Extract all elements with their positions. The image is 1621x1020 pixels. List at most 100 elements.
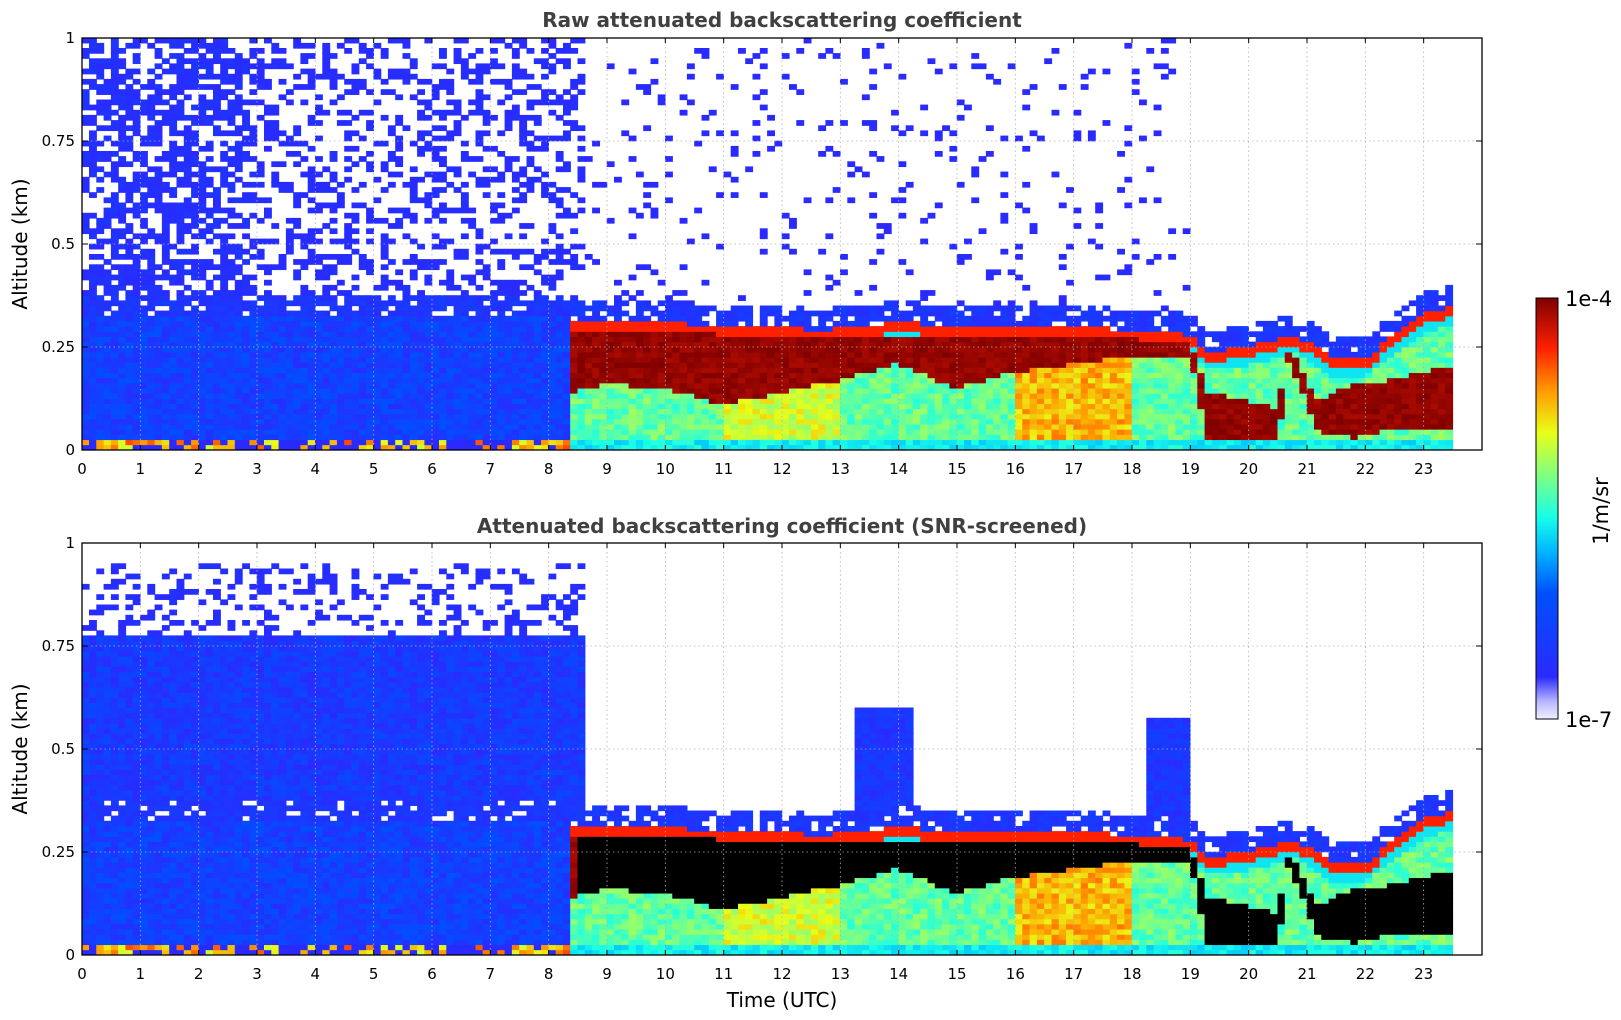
heatmap-cell bbox=[213, 125, 221, 132]
heatmap-cell bbox=[89, 42, 97, 49]
heatmap-cell bbox=[366, 439, 374, 446]
heatmap-cell bbox=[285, 315, 294, 322]
heatmap-cell bbox=[380, 53, 389, 59]
heatmap-cell bbox=[511, 331, 520, 338]
heatmap-cell bbox=[840, 398, 848, 404]
heatmap-cell bbox=[424, 331, 433, 338]
heatmap-cell bbox=[781, 398, 790, 404]
heatmap-cell bbox=[89, 408, 97, 415]
heatmap-cell bbox=[679, 331, 688, 338]
heatmap-cell bbox=[854, 326, 863, 332]
heatmap-cell bbox=[380, 114, 389, 121]
heatmap-cell bbox=[191, 181, 199, 188]
heatmap-cell bbox=[825, 120, 834, 126]
heatmap-cell bbox=[723, 372, 732, 379]
heatmap-cell bbox=[861, 377, 870, 384]
heatmap-cell bbox=[264, 429, 272, 435]
heatmap-cell bbox=[395, 423, 404, 430]
heatmap-cell bbox=[82, 228, 90, 235]
heatmap-cell bbox=[242, 279, 250, 286]
heatmap-cell bbox=[511, 300, 520, 307]
heatmap-cell bbox=[366, 393, 374, 399]
heatmap-cell bbox=[242, 362, 250, 368]
heatmap-cell bbox=[278, 434, 287, 441]
heatmap-cell bbox=[708, 367, 717, 374]
heatmap-cell bbox=[570, 212, 579, 219]
heatmap-cell bbox=[132, 264, 141, 271]
heatmap-cell bbox=[905, 315, 914, 322]
heatmap-cell bbox=[118, 341, 127, 348]
heatmap-cell bbox=[752, 398, 761, 404]
heatmap-cell bbox=[329, 351, 338, 358]
heatmap-cell bbox=[650, 377, 659, 384]
heatmap-cell bbox=[103, 135, 112, 142]
heatmap-cell bbox=[417, 372, 425, 379]
heatmap-cell bbox=[752, 382, 761, 389]
heatmap-cell bbox=[504, 382, 513, 389]
heatmap-cell bbox=[402, 259, 411, 265]
heatmap-cell bbox=[475, 367, 484, 374]
heatmap-cell bbox=[300, 351, 309, 358]
heatmap-cell bbox=[351, 423, 360, 430]
heatmap-cell bbox=[373, 382, 382, 389]
heatmap-cell bbox=[300, 290, 309, 296]
heatmap-cell bbox=[234, 264, 243, 271]
heatmap-cell bbox=[439, 84, 447, 90]
heatmap-cell bbox=[431, 423, 440, 430]
heatmap-cell bbox=[358, 351, 367, 358]
heatmap-cell bbox=[606, 382, 615, 389]
heatmap-cell bbox=[227, 290, 236, 296]
heatmap-cell bbox=[249, 130, 258, 137]
heatmap-cell bbox=[643, 413, 652, 420]
heatmap-cell bbox=[329, 418, 338, 425]
heatmap-cell bbox=[351, 145, 360, 152]
heatmap-cell bbox=[504, 331, 513, 338]
heatmap-cell bbox=[293, 202, 302, 209]
heatmap-cell bbox=[635, 434, 644, 441]
heatmap-cell bbox=[679, 408, 688, 415]
heatmap-cell bbox=[176, 398, 185, 404]
heatmap-cell bbox=[716, 341, 724, 348]
heatmap-cell bbox=[264, 367, 272, 374]
heatmap-cell bbox=[504, 387, 513, 394]
heatmap-cell bbox=[249, 315, 258, 322]
heatmap-cell bbox=[570, 362, 579, 368]
heatmap-cell bbox=[657, 423, 666, 430]
heatmap-cell bbox=[920, 351, 929, 358]
heatmap-cell bbox=[781, 439, 790, 446]
heatmap-cell bbox=[869, 393, 878, 399]
heatmap-cell bbox=[264, 326, 272, 332]
heatmap-cell bbox=[140, 326, 148, 332]
heatmap-cell bbox=[213, 315, 221, 322]
heatmap-cell bbox=[439, 403, 447, 410]
heatmap-cell bbox=[570, 408, 579, 415]
heatmap-cell bbox=[256, 217, 265, 224]
heatmap-cell bbox=[118, 125, 127, 132]
heatmap-cell bbox=[482, 418, 491, 425]
heatmap-cell bbox=[373, 346, 382, 353]
heatmap-cell bbox=[227, 269, 236, 276]
heatmap-cell bbox=[191, 73, 199, 80]
heatmap-cell bbox=[424, 320, 433, 327]
heatmap-cell bbox=[351, 351, 360, 358]
heatmap-cell bbox=[686, 423, 695, 430]
heatmap-cell bbox=[110, 99, 119, 106]
heatmap-cell bbox=[402, 434, 411, 441]
heatmap-cell bbox=[541, 135, 549, 142]
heatmap-cell bbox=[730, 403, 739, 410]
heatmap-cell bbox=[285, 418, 294, 425]
heatmap-cell bbox=[191, 171, 199, 178]
heatmap-cell bbox=[132, 357, 141, 363]
heatmap-cell bbox=[315, 94, 323, 101]
heatmap-cell bbox=[497, 444, 506, 450]
heatmap-cell bbox=[285, 367, 294, 374]
heatmap-cell bbox=[220, 279, 229, 286]
heatmap-cell bbox=[213, 109, 221, 116]
heatmap-cell bbox=[825, 310, 834, 317]
heatmap-cell bbox=[891, 423, 899, 430]
heatmap-cell bbox=[344, 89, 353, 95]
heatmap-cell bbox=[409, 423, 418, 430]
heatmap-cell bbox=[154, 439, 163, 446]
heatmap-cell bbox=[387, 130, 396, 137]
heatmap-cell bbox=[584, 326, 593, 332]
